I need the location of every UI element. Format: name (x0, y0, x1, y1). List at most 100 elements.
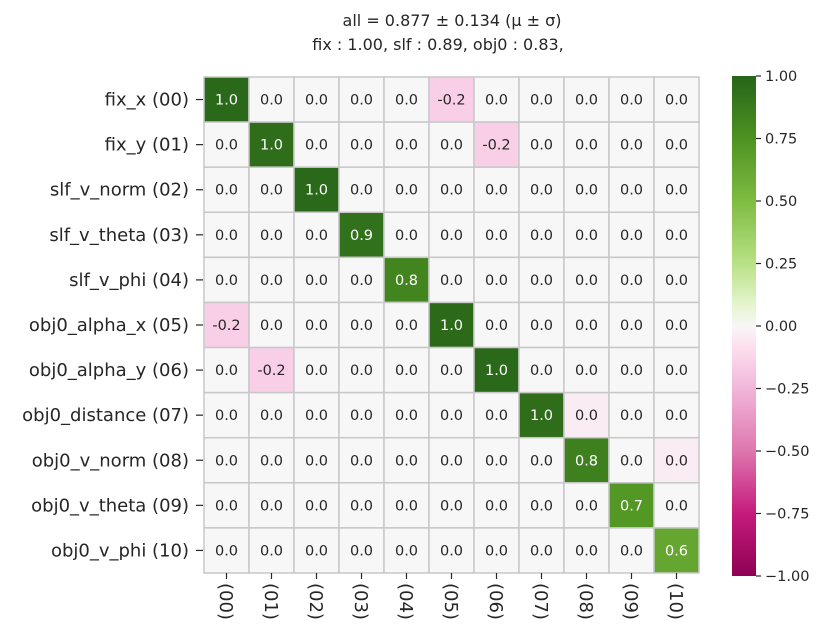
heatmap-cell (338, 211, 385, 259)
heatmap-cell (518, 391, 565, 439)
cell-value-label: 0.0 (395, 363, 418, 379)
heatmap-cell (563, 256, 610, 304)
heatmap-cell (563, 346, 610, 394)
cell-value-label: 1.0 (530, 408, 553, 424)
cell-value-label: 0.0 (665, 93, 688, 109)
column-label: (04) (395, 583, 416, 620)
cell-value-label: 0.0 (305, 93, 328, 109)
heatmap-cell (428, 76, 475, 123)
heatmap-cell (473, 436, 520, 484)
cell-value-label: 0.0 (260, 543, 283, 559)
colorbar-tick-label: 1.00 (765, 69, 797, 85)
cell-value-label: 0.0 (395, 543, 418, 559)
heatmap-cell (203, 76, 250, 123)
cell-value-label: 0.0 (350, 93, 373, 109)
heatmap-cell (518, 436, 565, 484)
cell-value-label: 0.0 (665, 183, 688, 199)
column-label: (02) (305, 583, 326, 620)
heatmap-cell (518, 346, 565, 394)
cell-value-label: 0.0 (620, 273, 643, 289)
colorbar-tick-label: −0.25 (765, 382, 809, 398)
cell-value-label: 0.0 (665, 408, 688, 424)
cell-value-label: 0.0 (215, 363, 238, 379)
cell-value-label: 0.0 (260, 318, 283, 334)
cell-value-label: 0.0 (530, 228, 553, 244)
cell-value-label: 0.0 (440, 273, 463, 289)
heatmap-cell (293, 211, 340, 259)
cell-value-label: 0.0 (530, 93, 553, 109)
cell-value-label: 0.0 (440, 498, 463, 514)
heatmap-cell (248, 346, 295, 394)
cell-value-label: 0.0 (350, 453, 373, 469)
cell-value-label: 0.0 (260, 453, 283, 469)
cell-value-label: 0.0 (575, 318, 598, 334)
heatmap-cell (338, 256, 385, 304)
cell-value-label: 0.0 (530, 363, 553, 379)
heatmap-cell (653, 391, 700, 439)
column-label: (09) (620, 583, 641, 620)
cell-value-label: 0.0 (485, 453, 508, 469)
heatmap-cell (473, 346, 520, 394)
chart-title-line2: fix : 1.00, slf : 0.89, obj0 : 0.83, (312, 35, 564, 54)
colorbar: 1.00 0.75 0.50 0.25 0.00 −0.25 −0.50 −0.75 −1.00 (732, 69, 809, 585)
cell-value-label: -0.2 (482, 138, 510, 154)
heatmap-cell (383, 527, 430, 574)
cell-value-label: 0.0 (440, 183, 463, 199)
cell-value-label: 0.0 (350, 408, 373, 424)
cell-value-label: 0.0 (575, 273, 598, 289)
heatmap-cell (428, 527, 475, 574)
heatmap-cell (653, 76, 700, 123)
cell-value-label: 0.0 (440, 228, 463, 244)
cell-value-label: 0.0 (665, 453, 688, 469)
heatmap-cell (428, 121, 475, 168)
heatmap-cell (608, 76, 655, 123)
cell-value-label: 0.0 (485, 408, 508, 424)
heatmap-cell (653, 301, 700, 349)
column-label: (10) (665, 583, 686, 620)
heatmap-cell (608, 346, 655, 394)
column-label: (00) (215, 583, 236, 620)
cell-value-label: 0.0 (485, 498, 508, 514)
cell-value-label: 0.0 (665, 363, 688, 379)
cell-value-label: 0.0 (350, 138, 373, 154)
colorbar-tick-label: 0.00 (765, 319, 797, 335)
cell-value-label: 0.0 (215, 228, 238, 244)
cell-value-label: 0.0 (395, 93, 418, 109)
cell-value-label: 0.0 (485, 228, 508, 244)
cell-value-label: 0.0 (575, 363, 598, 379)
heatmap-cell (608, 256, 655, 304)
cell-value-label: 0.0 (305, 228, 328, 244)
cell-value-label: 0.0 (305, 543, 328, 559)
row-label: fix_y (01) (105, 135, 189, 156)
row-label: slf_v_theta (03) (49, 225, 189, 246)
heatmap-cell (608, 527, 655, 574)
heatmap-cell (653, 256, 700, 304)
cell-value-label: 0.0 (305, 498, 328, 514)
heatmap-cell (203, 301, 250, 349)
cell-value-label: 0.0 (485, 273, 508, 289)
colorbar-tick-label: 0.50 (765, 194, 797, 210)
colorbar-tick-label: −1.00 (765, 569, 809, 585)
heatmap-cell (338, 301, 385, 349)
row-label: obj0_v_norm (08) (32, 450, 189, 471)
colorbar-tick-label: −0.50 (765, 444, 809, 460)
heatmap-cell (563, 166, 610, 214)
colorbar-tick-label: 0.25 (765, 257, 797, 273)
colorbar-tick-label: 0.75 (765, 132, 797, 148)
heatmap-cells: 1.0 0.0 0.0 0.0 0.0 -0.2 0.0 0.0 0.0 0.0 0.0 0.0 1.0… (203, 76, 700, 574)
cell-value-label: 0.0 (620, 453, 643, 469)
heatmap-cell (428, 256, 475, 304)
heatmap-cell (338, 391, 385, 439)
cell-value-label: 0.0 (485, 543, 508, 559)
cell-value-label: 0.0 (530, 453, 553, 469)
heatmap-cell (653, 166, 700, 214)
cell-value-label: 0.0 (620, 138, 643, 154)
cell-value-label: 0.0 (530, 318, 553, 334)
heatmap-cell (383, 391, 430, 439)
cell-value-label: 0.0 (260, 93, 283, 109)
chart-title-line1: all = 0.877 ± 0.134 (μ ± σ) (343, 11, 562, 30)
cell-value-label: 0.0 (215, 183, 238, 199)
cell-value-label: 0.0 (215, 498, 238, 514)
heatmap-cell (293, 436, 340, 484)
cell-value-label: 0.0 (395, 228, 418, 244)
